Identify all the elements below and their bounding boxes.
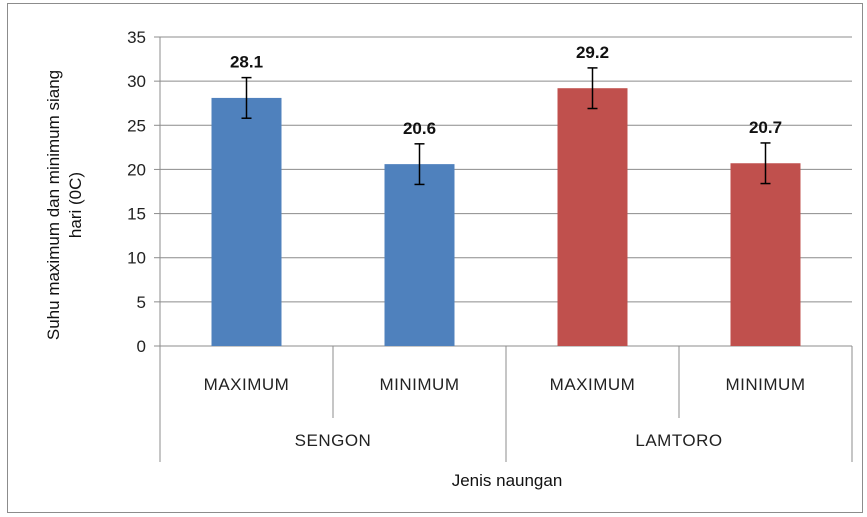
y-tick-label: 25 (127, 116, 146, 135)
x-group-label: SENGON (295, 431, 372, 450)
bar (557, 88, 628, 346)
bars (211, 88, 801, 346)
x-category-label: MINIMUM (380, 375, 460, 394)
data-label: 28.1 (230, 53, 263, 72)
y-tick-label: 5 (137, 293, 146, 312)
y-tick-label: 0 (137, 337, 146, 356)
y-axis-title-line1: Suhu maximum dan minimum siang (44, 70, 63, 340)
x-group-label: LAMTORO (635, 431, 722, 450)
y-tick-label: 35 (127, 28, 146, 47)
data-label: 20.7 (749, 118, 782, 137)
x-category-label: MINIMUM (726, 375, 806, 394)
x-category-label: MAXIMUM (204, 375, 290, 394)
bar (211, 97, 282, 346)
y-tick-label: 10 (127, 249, 146, 268)
y-tick-label: 20 (127, 160, 146, 179)
y-tick-labels: 0 5 10 15 20 25 30 35 (127, 28, 146, 356)
x-category-label: MAXIMUM (550, 375, 636, 394)
error-bars (241, 67, 771, 186)
y-tick-label: 15 (127, 205, 146, 224)
data-label: 20.6 (403, 119, 436, 138)
y-axis-title-line2: hari (0C) (66, 172, 85, 238)
bar (730, 163, 801, 346)
x-axis-title: Jenis naungan (452, 471, 563, 490)
data-label: 29.2 (576, 43, 609, 62)
bar (384, 164, 455, 346)
x-axis: MAXIMUM MINIMUM MAXIMUM MINIMUM SENGON LAMTOR… (159, 346, 853, 462)
y-tick-label: 30 (127, 72, 146, 91)
data-labels: 28.1 20.6 29.2 20.7 (230, 43, 782, 138)
